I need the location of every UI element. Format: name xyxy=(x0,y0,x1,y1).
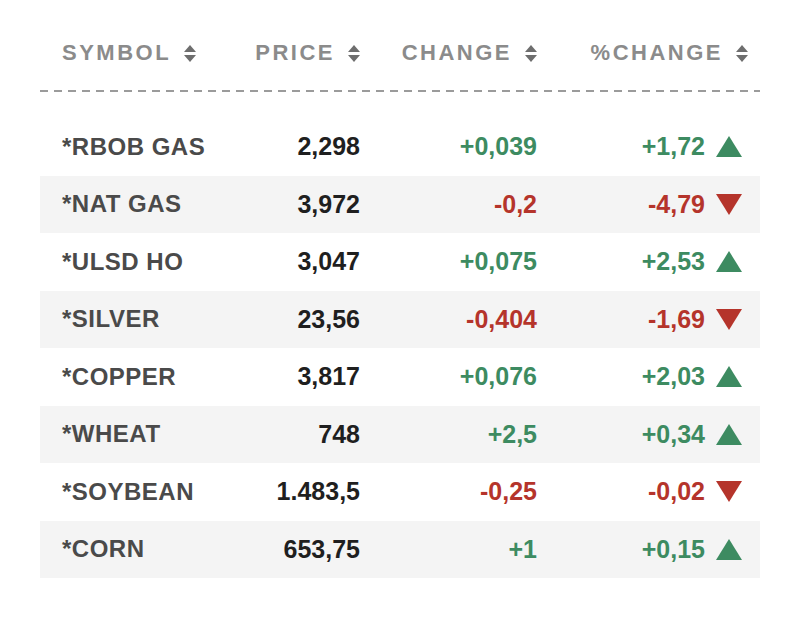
change-cell: +0,075 xyxy=(360,247,537,276)
trend-down-icon xyxy=(716,481,742,502)
trend-up-icon xyxy=(716,424,742,445)
header-pct-change-label: %CHANGE xyxy=(591,40,723,66)
table-body: *RBOB GAS 2,298 +0,039 +1,72 *NAT GAS 3,… xyxy=(40,118,760,578)
symbol-cell: *RBOB GAS xyxy=(40,133,210,161)
header-price-label: PRICE xyxy=(255,40,335,66)
symbol-cell: *COPPER xyxy=(40,363,210,391)
table-row[interactable]: *ULSD HO 3,047 +0,075 +2,53 xyxy=(40,233,760,291)
price-value: 1.483,5 xyxy=(277,477,360,505)
pct-change-value: +1,72 xyxy=(642,132,705,161)
change-cell: +1 xyxy=(360,535,537,564)
table-row[interactable]: *NAT GAS 3,972 -0,2 -4,79 xyxy=(40,176,760,234)
pct-change-cell: +2,53 xyxy=(537,247,760,276)
header-change[interactable]: CHANGE xyxy=(360,40,537,66)
pct-change-cell: -1,69 xyxy=(537,305,760,334)
trend-down-icon xyxy=(716,309,742,330)
header-price[interactable]: PRICE xyxy=(210,40,360,66)
pct-change-value: -1,69 xyxy=(648,305,705,334)
price-cell: 748 xyxy=(210,420,360,449)
table-row[interactable]: *SILVER 23,56 -0,404 -1,69 xyxy=(40,291,760,349)
header-change-label: CHANGE xyxy=(402,40,512,66)
symbol-value: *WHEAT xyxy=(62,420,161,447)
price-value: 748 xyxy=(318,420,360,448)
change-value: +1 xyxy=(508,535,537,563)
change-value: +2,5 xyxy=(488,420,537,448)
pct-change-cell: -4,79 xyxy=(537,190,760,219)
price-cell: 23,56 xyxy=(210,305,360,334)
price-cell: 2,298 xyxy=(210,132,360,161)
pct-change-cell: +1,72 xyxy=(537,132,760,161)
trend-up-icon xyxy=(716,251,742,272)
symbol-cell: *SILVER xyxy=(40,305,210,333)
price-cell: 653,75 xyxy=(210,535,360,564)
table-row[interactable]: *RBOB GAS 2,298 +0,039 +1,72 xyxy=(40,118,760,176)
pct-change-cell: +2,03 xyxy=(537,362,760,391)
change-cell: -0,404 xyxy=(360,305,537,334)
header-symbol-label: SYMBOL xyxy=(62,40,171,66)
sort-icon xyxy=(184,45,196,62)
change-value: -0,2 xyxy=(494,190,537,218)
symbol-cell: *SOYBEAN xyxy=(40,478,210,506)
symbol-value: *NAT GAS xyxy=(62,190,182,217)
symbol-value: *RBOB GAS xyxy=(62,133,205,160)
symbol-value: *SOYBEAN xyxy=(62,478,194,505)
change-cell: -0,2 xyxy=(360,190,537,219)
commodities-table: SYMBOL PRICE CHANGE %CHANGE *RBOB GAS 2,… xyxy=(40,36,760,578)
table-row[interactable]: *SOYBEAN 1.483,5 -0,25 -0,02 xyxy=(40,463,760,521)
trend-down-icon xyxy=(716,194,742,215)
table-row[interactable]: *CORN 653,75 +1 +0,15 xyxy=(40,521,760,579)
price-cell: 3,972 xyxy=(210,190,360,219)
pct-change-value: -0,02 xyxy=(648,477,705,506)
header-divider xyxy=(40,90,760,92)
pct-change-cell: +0,15 xyxy=(537,535,760,564)
price-value: 653,75 xyxy=(284,535,360,563)
change-value: +0,075 xyxy=(460,247,537,275)
pct-change-value: +2,53 xyxy=(642,247,705,276)
header-pct-change[interactable]: %CHANGE xyxy=(537,40,760,66)
pct-change-value: +0,34 xyxy=(642,420,705,449)
table-header-row: SYMBOL PRICE CHANGE %CHANGE xyxy=(40,36,760,70)
trend-up-icon xyxy=(716,136,742,157)
pct-change-cell: +0,34 xyxy=(537,420,760,449)
sort-icon xyxy=(525,45,537,62)
table-row[interactable]: *WHEAT 748 +2,5 +0,34 xyxy=(40,406,760,464)
pct-change-value: +0,15 xyxy=(642,535,705,564)
pct-change-value: +2,03 xyxy=(642,362,705,391)
sort-icon xyxy=(736,45,748,62)
sort-icon xyxy=(348,45,360,62)
price-cell: 1.483,5 xyxy=(210,477,360,506)
change-cell: +2,5 xyxy=(360,420,537,449)
trend-up-icon xyxy=(716,539,742,560)
change-value: -0,404 xyxy=(466,305,537,333)
price-cell: 3,817 xyxy=(210,362,360,391)
symbol-value: *SILVER xyxy=(62,305,160,332)
symbol-cell: *WHEAT xyxy=(40,420,210,448)
price-cell: 3,047 xyxy=(210,247,360,276)
symbol-value: *ULSD HO xyxy=(62,248,183,275)
commodities-quotes-page: SYMBOL PRICE CHANGE %CHANGE *RBOB GAS 2,… xyxy=(0,0,800,625)
trend-up-icon xyxy=(716,366,742,387)
pct-change-cell: -0,02 xyxy=(537,477,760,506)
header-symbol[interactable]: SYMBOL xyxy=(40,40,210,66)
change-cell: +0,076 xyxy=(360,362,537,391)
symbol-value: *COPPER xyxy=(62,363,176,390)
change-value: +0,039 xyxy=(460,132,537,160)
price-value: 3,817 xyxy=(297,362,360,390)
price-value: 3,972 xyxy=(297,190,360,218)
symbol-cell: *CORN xyxy=(40,535,210,563)
price-value: 3,047 xyxy=(297,247,360,275)
symbol-cell: *NAT GAS xyxy=(40,190,210,218)
symbol-value: *CORN xyxy=(62,535,145,562)
change-cell: +0,039 xyxy=(360,132,537,161)
symbol-cell: *ULSD HO xyxy=(40,248,210,276)
change-value: -0,25 xyxy=(480,477,537,505)
table-row[interactable]: *COPPER 3,817 +0,076 +2,03 xyxy=(40,348,760,406)
price-value: 23,56 xyxy=(297,305,360,333)
price-value: 2,298 xyxy=(297,132,360,160)
change-cell: -0,25 xyxy=(360,477,537,506)
change-value: +0,076 xyxy=(460,362,537,390)
pct-change-value: -4,79 xyxy=(648,190,705,219)
